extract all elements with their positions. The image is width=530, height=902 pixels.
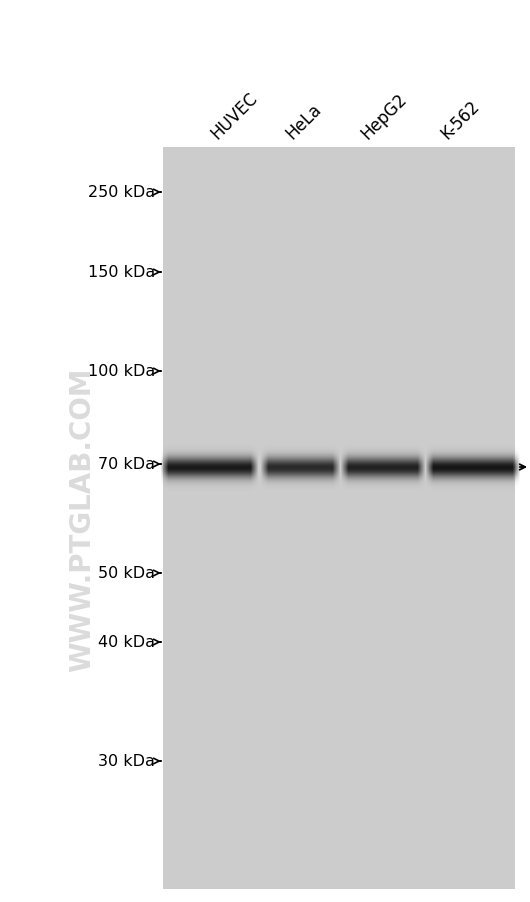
- Text: K-562: K-562: [437, 97, 483, 143]
- Bar: [163, 148, 515, 889]
- Text: 30 kDa: 30 kDa: [98, 754, 155, 769]
- Text: 250 kDa: 250 kDa: [88, 185, 155, 200]
- Text: 100 kDa: 100 kDa: [88, 364, 155, 379]
- Text: 150 kDa: 150 kDa: [88, 265, 155, 281]
- Text: 50 kDa: 50 kDa: [98, 566, 155, 581]
- Text: 40 kDa: 40 kDa: [98, 635, 155, 649]
- Text: HeLa: HeLa: [282, 100, 325, 143]
- Text: WWW.PTGLAB.COM: WWW.PTGLAB.COM: [68, 367, 96, 671]
- Text: HUVEC: HUVEC: [207, 89, 261, 143]
- Text: HepG2: HepG2: [357, 90, 410, 143]
- Text: 70 kDa: 70 kDa: [98, 457, 155, 472]
